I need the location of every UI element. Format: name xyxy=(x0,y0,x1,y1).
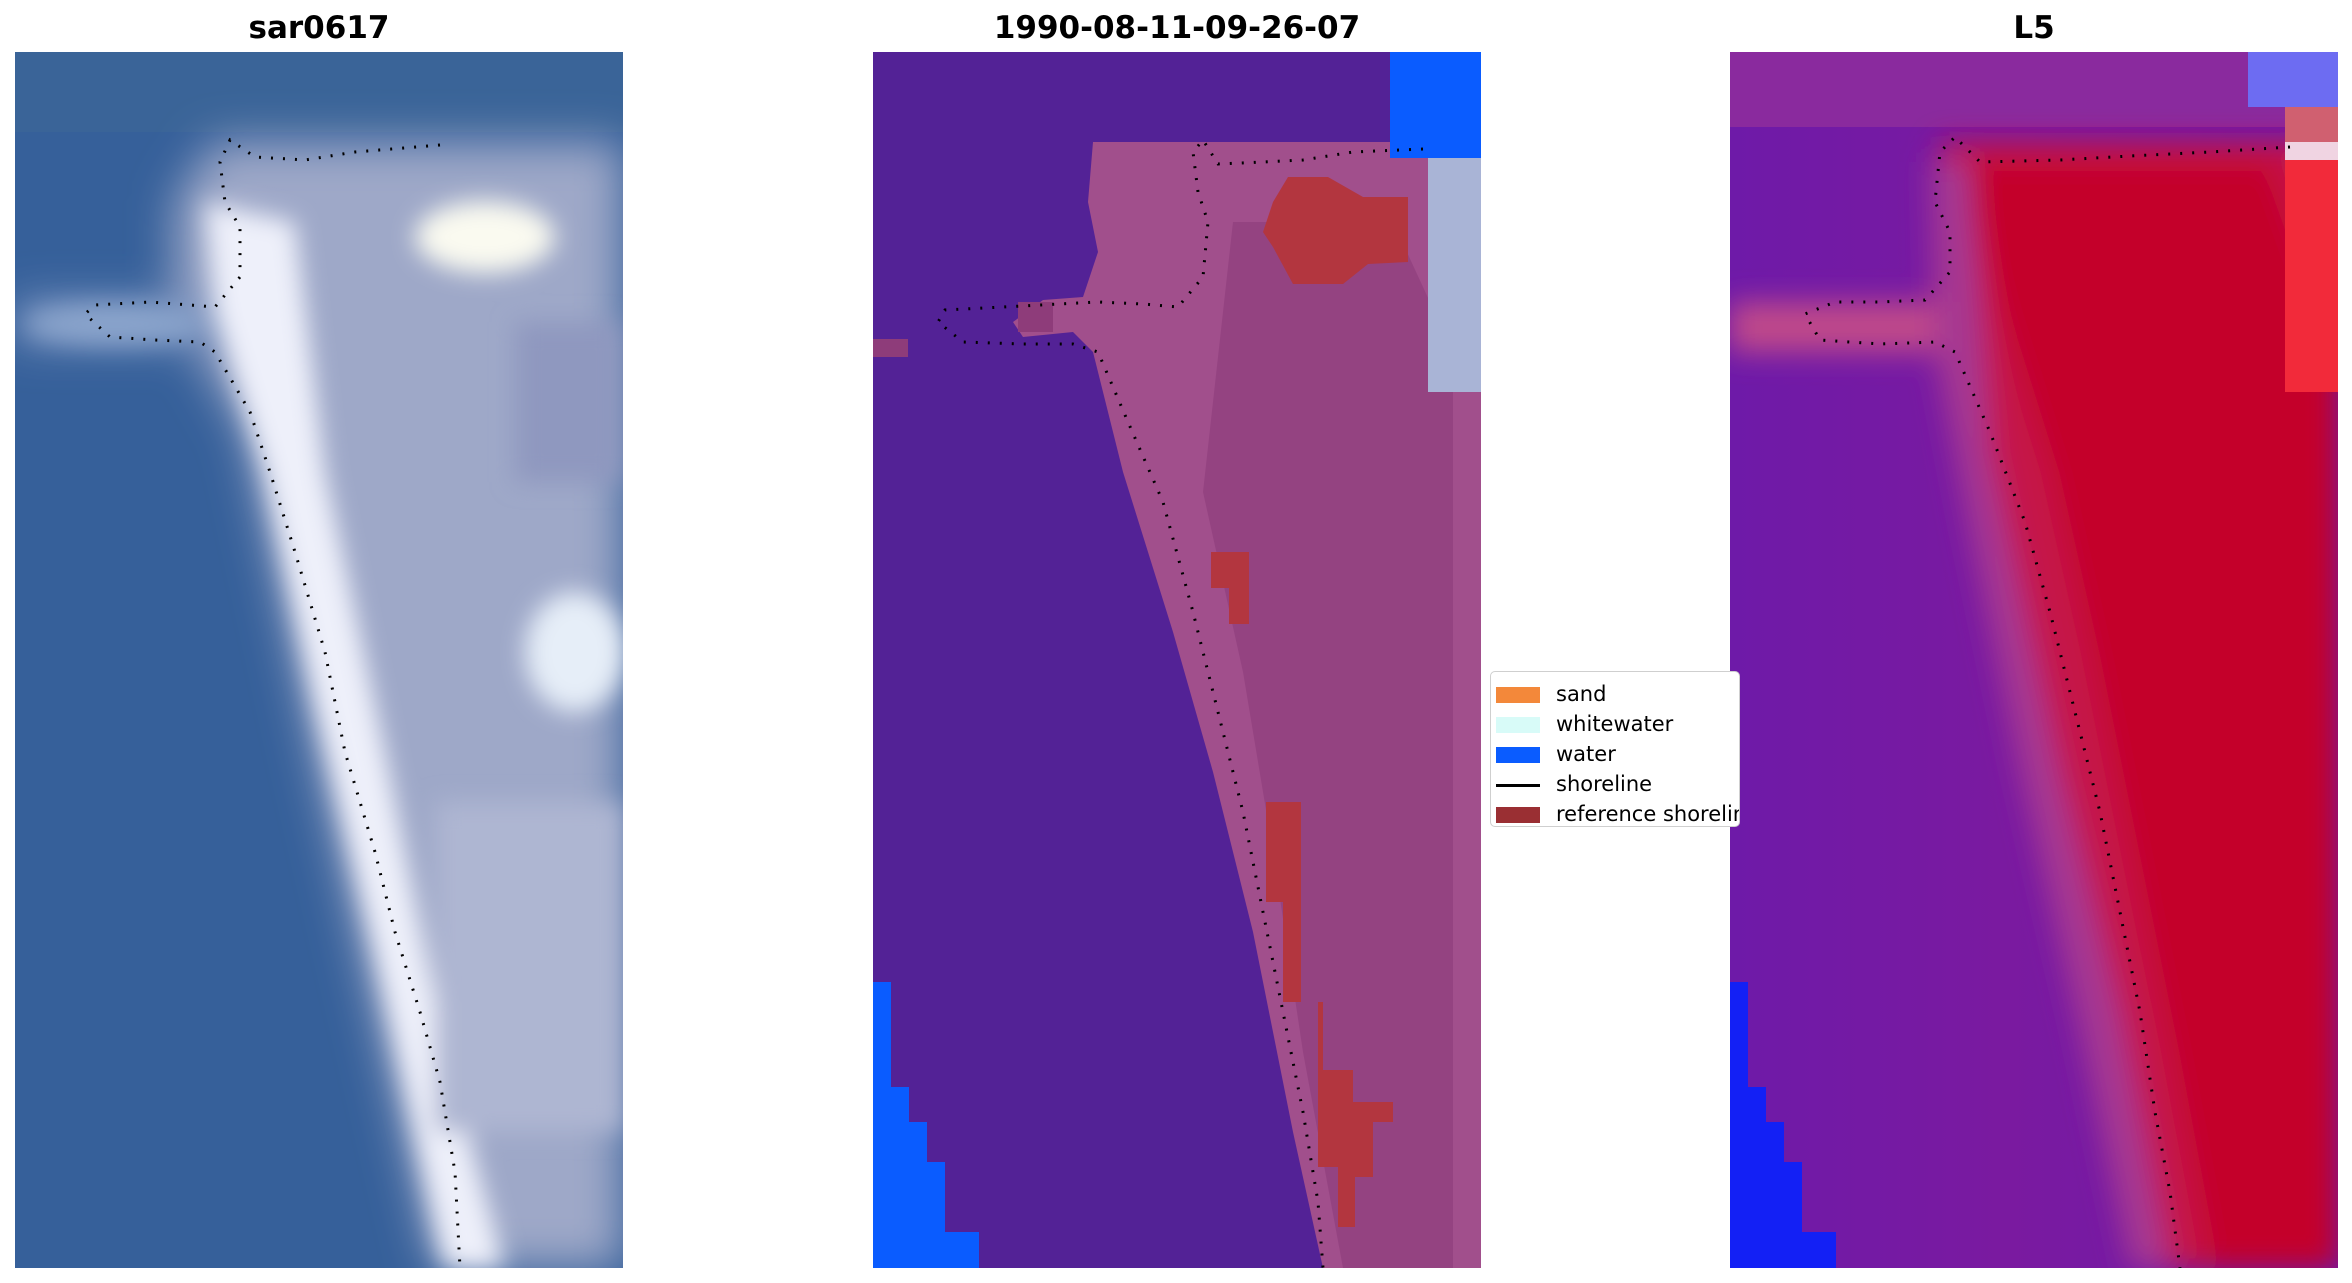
legend: sand whitewater water shoreline referenc… xyxy=(1490,671,1740,827)
classification-image xyxy=(873,52,1481,1268)
sand-swatch xyxy=(1496,687,1540,703)
whitewater-swatch xyxy=(1496,717,1540,733)
legend-label: sand xyxy=(1556,682,1607,706)
legend-label: shoreline xyxy=(1556,772,1653,796)
legend-label: water xyxy=(1556,742,1616,766)
rgb-image-panel xyxy=(15,52,623,1268)
legend-label: reference shoreline xyxy=(1556,802,1740,826)
shoreline-line-swatch xyxy=(1496,784,1540,787)
panel-title-classification: 1990-08-11-09-26-07 xyxy=(993,10,1361,46)
panel-title-index: L5 xyxy=(2013,10,2055,46)
index-image xyxy=(1730,52,2338,1268)
rgb-image xyxy=(15,52,623,1268)
reference-shoreline-swatch xyxy=(1496,807,1540,823)
legend-label: whitewater xyxy=(1556,712,1674,736)
classification-panel xyxy=(873,52,1481,1268)
water-swatch xyxy=(1496,747,1540,763)
shoreline-trace xyxy=(936,137,1424,1268)
panel-title-rgb: sar0617 xyxy=(248,10,390,46)
index-panel xyxy=(1730,52,2338,1268)
